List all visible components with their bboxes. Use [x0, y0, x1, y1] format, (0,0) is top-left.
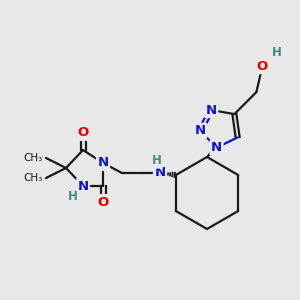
- Text: H: H: [152, 154, 162, 167]
- Text: N: N: [98, 157, 109, 169]
- Text: H: H: [68, 190, 78, 203]
- Text: N: N: [206, 103, 217, 116]
- Text: H: H: [272, 46, 281, 59]
- Polygon shape: [207, 146, 218, 157]
- Text: O: O: [77, 127, 88, 140]
- Text: N: N: [211, 141, 222, 154]
- Text: O: O: [257, 60, 268, 73]
- Text: CH₃: CH₃: [24, 173, 43, 183]
- Text: N: N: [195, 124, 206, 137]
- Text: O: O: [98, 196, 109, 208]
- Text: N: N: [77, 179, 88, 193]
- Text: CH₃: CH₃: [24, 153, 43, 163]
- Text: N: N: [154, 167, 166, 179]
